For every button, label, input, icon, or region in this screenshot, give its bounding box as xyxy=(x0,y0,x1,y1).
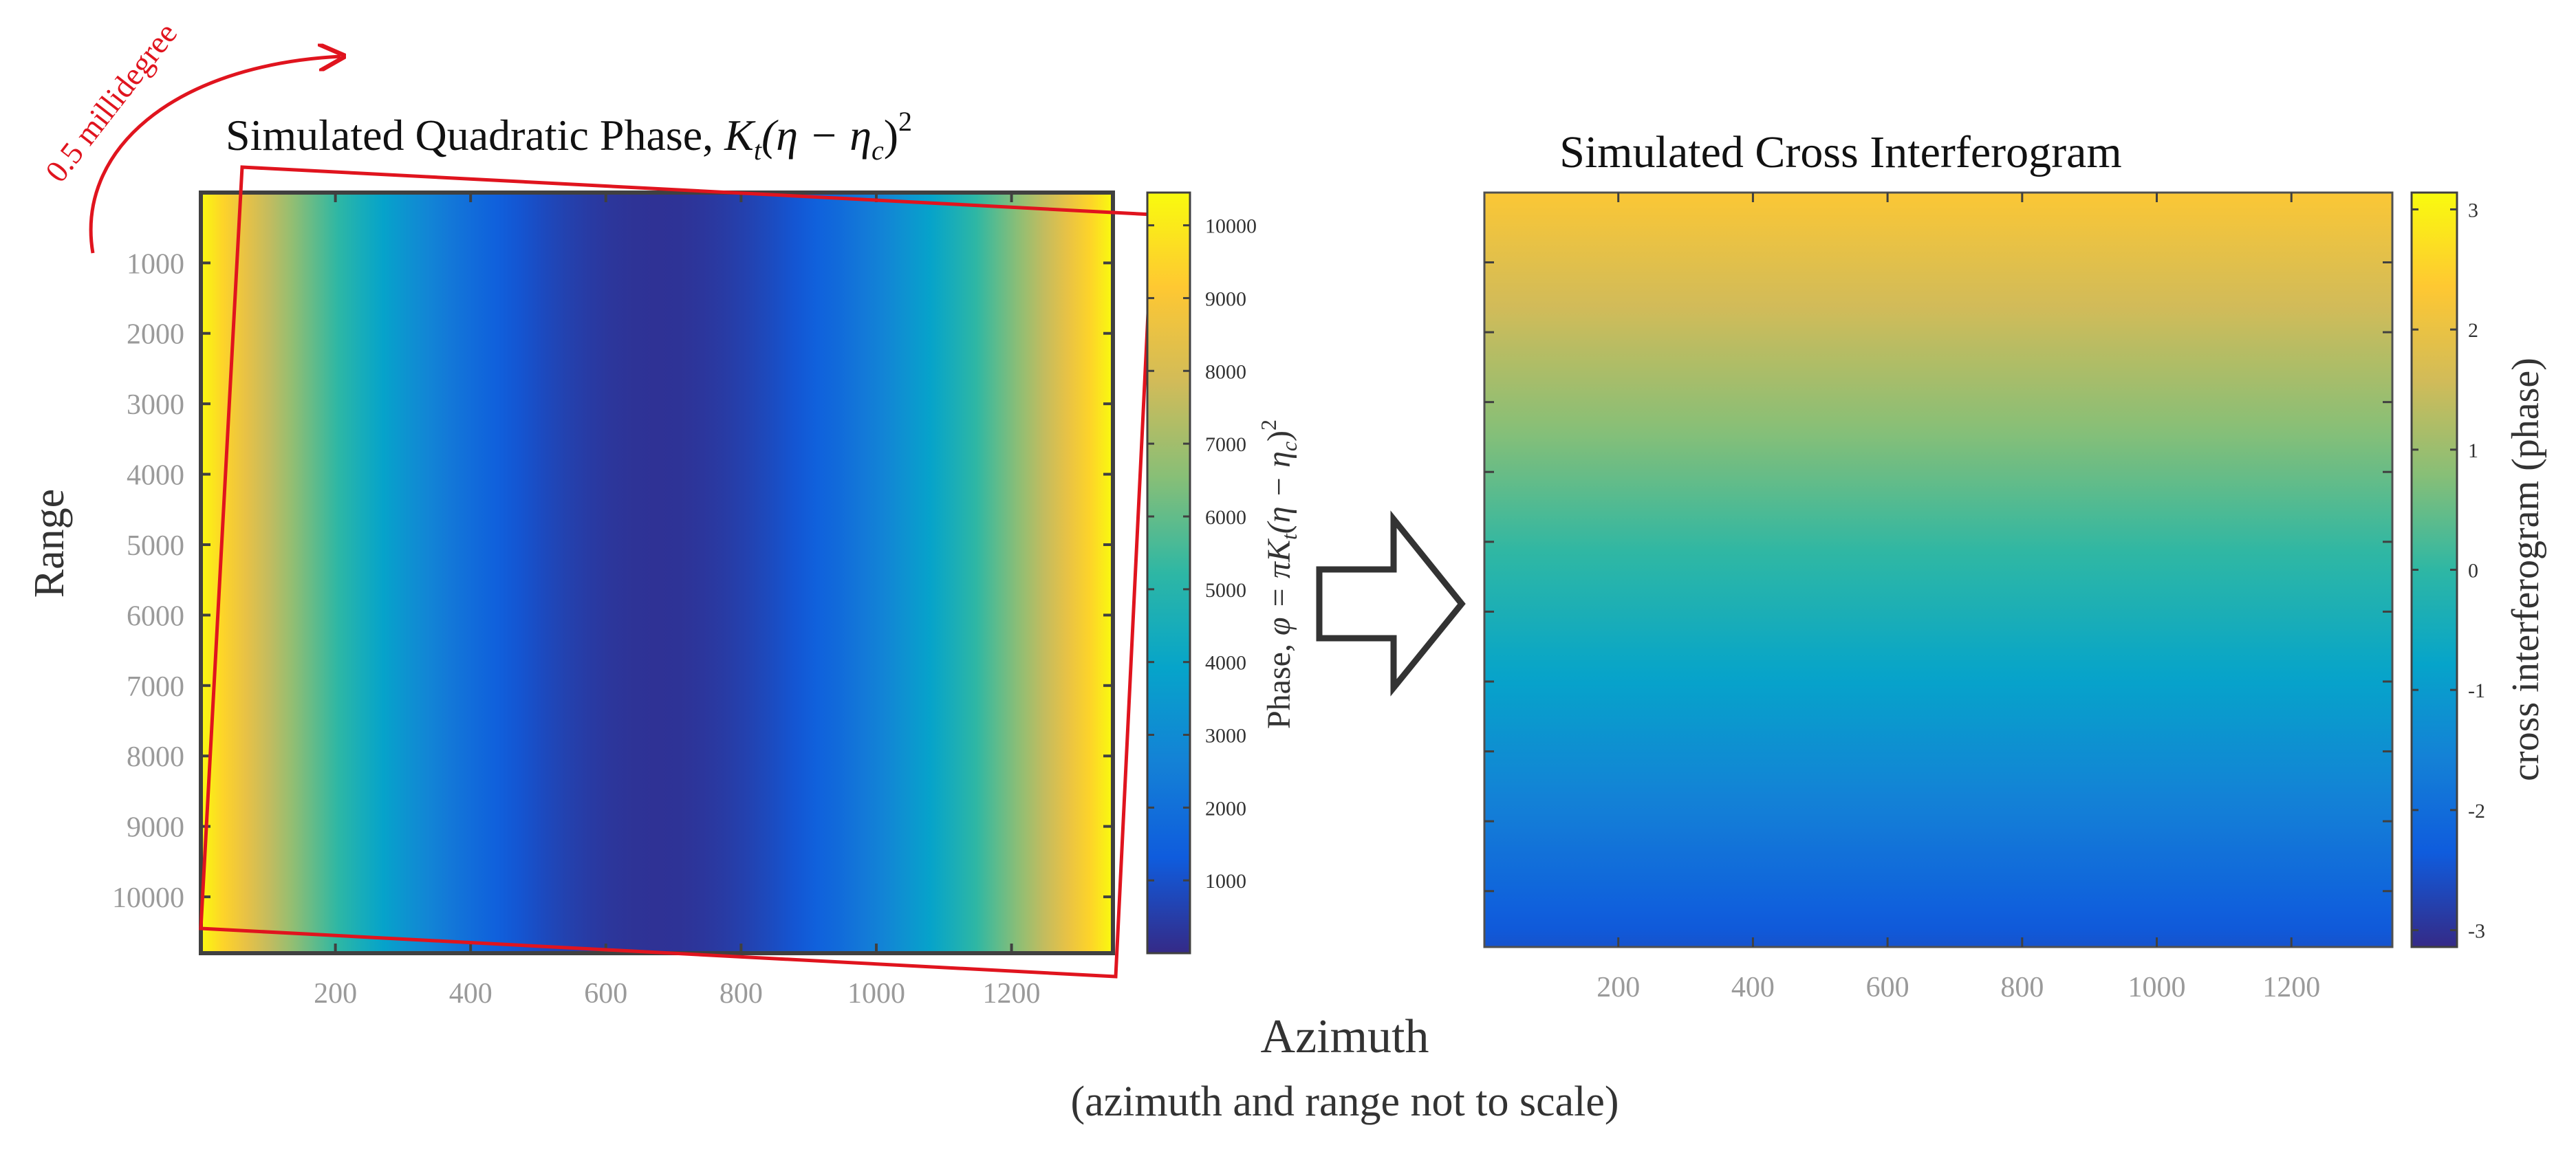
left-y-tick-label: 9000 xyxy=(127,812,184,844)
left-cb-tick-label: 8000 xyxy=(1205,360,1246,383)
left-cb-label-prefix: Phase, xyxy=(1261,635,1297,729)
left-title-sub: t xyxy=(754,135,762,166)
left-y-axis-label: Range xyxy=(26,489,73,598)
left-cb-label-rest: (η − η xyxy=(1261,451,1297,534)
left-y-tick-label: 4000 xyxy=(127,460,184,492)
right-panel: Simulated Cross Interferogram 200 400 600 8… xyxy=(1483,127,2547,1003)
right-x-tick-label: 1000 xyxy=(2128,972,2186,1003)
left-title-rest: (η − η xyxy=(761,111,872,160)
right-cb-tick-label: -2 xyxy=(2468,800,2485,823)
left-y-tick-label: 3000 xyxy=(127,389,184,421)
right-axes-frame xyxy=(1483,191,2394,948)
left-x-tick-label: 1200 xyxy=(983,978,1041,1010)
left-colorbar-ticks: 1000 2000 3000 4000 5000 6000 7000 8000 9000 1000… xyxy=(1147,215,1257,893)
right-colorbar xyxy=(2410,191,2458,948)
left-y-tick-label: 8000 xyxy=(127,741,184,773)
right-cb-tick-label: 3 xyxy=(2468,199,2478,221)
left-cb-label-sub: t xyxy=(1277,533,1301,540)
right-cb-tick-label: 1 xyxy=(2468,439,2478,462)
right-x-ticks: 200 400 600 800 1000 1200 xyxy=(1597,193,2320,1003)
x-axis-label: Azimuth xyxy=(1261,1010,1429,1063)
left-x-tick-label: 400 xyxy=(449,978,493,1010)
x-axis-note: (azimuth and range not to scale) xyxy=(1070,1078,1619,1125)
right-colorbar-label: cross interferogram (phase) xyxy=(2504,358,2547,781)
left-y-tick-label: 5000 xyxy=(127,530,184,562)
left-x-tick-label: 800 xyxy=(719,978,763,1010)
left-y-tick-label: 7000 xyxy=(127,671,184,703)
left-cb-label-close: ) xyxy=(1261,431,1297,442)
left-cb-tick-label: 9000 xyxy=(1205,287,1246,310)
left-cb-tick-label: 5000 xyxy=(1205,579,1246,602)
left-plot-title: Simulated Quadratic Phase, Kt(η − ηc)2 xyxy=(226,106,912,166)
right-heatmap-image xyxy=(1484,193,2392,947)
left-cb-label-sup: 2 xyxy=(1256,420,1281,431)
left-cb-tick-label: 10000 xyxy=(1205,215,1257,238)
transform-arrow-icon xyxy=(1316,510,1466,697)
left-x-tick-label: 600 xyxy=(584,978,627,1010)
left-cb-tick-label: 2000 xyxy=(1205,797,1246,820)
left-panel: Simulated Quadratic Phase, Kt(η − ηc)2 1… xyxy=(26,16,1301,1010)
left-cb-tick-label: 7000 xyxy=(1205,433,1246,456)
right-colorbar-ticks: 3 2 1 0 -1 -2 -3 xyxy=(2412,199,2485,943)
left-cb-label-math: φ = πK xyxy=(1261,538,1297,635)
left-heatmap-image xyxy=(201,193,1113,953)
left-colorbar-label: Phase, φ = πKt(η − ηc)2 xyxy=(1256,420,1301,729)
left-y-tick-label: 1000 xyxy=(127,248,184,280)
right-cb-tick-label: 0 xyxy=(2468,560,2478,583)
left-cb-tick-label: 6000 xyxy=(1205,506,1246,529)
left-title-rest-sub: c xyxy=(872,135,884,166)
left-y-ticks: 1000 2000 3000 4000 5000 6000 7000 8000 9000 1000… xyxy=(112,248,1113,914)
left-title-math: K xyxy=(724,111,756,160)
left-title-text: Simulated Quadratic Phase, xyxy=(226,111,724,160)
right-x-tick-label: 200 xyxy=(1597,972,1640,1003)
left-colorbar xyxy=(1146,191,1191,955)
left-title-close: ) xyxy=(884,111,898,160)
left-x-tick-label: 1000 xyxy=(847,978,905,1010)
left-title-sup: 2 xyxy=(898,106,912,137)
left-x-tick-label: 200 xyxy=(314,978,357,1010)
right-cb-tick-label: -3 xyxy=(2468,920,2485,943)
right-x-tick-label: 600 xyxy=(1866,972,1909,1003)
right-x-tick-label: 400 xyxy=(1731,972,1775,1003)
rotation-arrow xyxy=(89,56,340,254)
right-x-tick-label: 1200 xyxy=(2262,972,2320,1003)
left-cb-tick-label: 4000 xyxy=(1205,652,1246,675)
left-y-tick-label: 6000 xyxy=(127,600,184,632)
left-cb-tick-label: 3000 xyxy=(1205,724,1246,747)
right-cb-tick-label: 2 xyxy=(2468,319,2478,342)
right-cb-tick-label: -1 xyxy=(2468,679,2485,702)
left-y-tick-label: 2000 xyxy=(127,319,184,351)
right-x-tick-label: 800 xyxy=(2000,972,2044,1003)
right-y-tick-marks xyxy=(1484,261,2392,893)
left-cb-tick-label: 1000 xyxy=(1205,870,1246,893)
left-x-ticks: 200 400 600 800 1000 1200 xyxy=(314,193,1041,1010)
left-cb-label-rest-sub: c xyxy=(1277,442,1301,451)
left-y-tick-label: 10000 xyxy=(112,882,184,914)
right-plot-title: Simulated Cross Interferogram xyxy=(1559,127,2121,177)
rotated-frame-annotation xyxy=(199,165,1155,979)
